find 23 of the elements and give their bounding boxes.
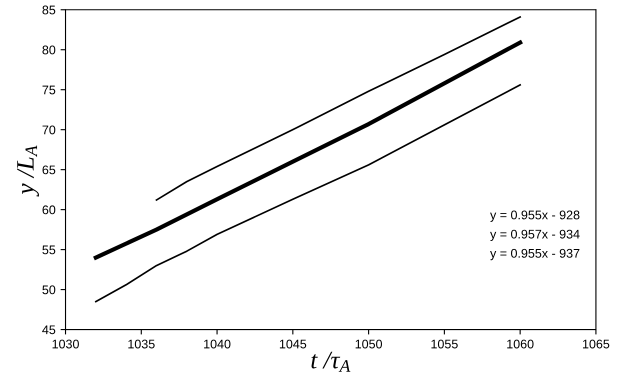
line-series bbox=[156, 16, 521, 201]
y-tick-label: 50 bbox=[42, 285, 56, 294]
y-tick-label: 45 bbox=[42, 325, 56, 334]
x-tick-label: 1035 bbox=[128, 340, 155, 348]
annotation: y = 0.955x - 937 bbox=[490, 248, 580, 260]
y-tick-label: 55 bbox=[42, 246, 56, 254]
x-tick-label: 1045 bbox=[280, 340, 306, 348]
annotation: y = 0.957x - 934 bbox=[490, 230, 580, 242]
x-tick-label: 1055 bbox=[431, 340, 458, 348]
y-tick-label: 60 bbox=[42, 205, 56, 214]
x-axis-title: t /τ$_{A}$ bbox=[311, 352, 350, 372]
y-tick-label: 70 bbox=[42, 125, 56, 134]
y-tick-label: 65 bbox=[42, 165, 56, 174]
x-tick-label: 1040 bbox=[204, 340, 230, 348]
x-tick-label: 1060 bbox=[507, 340, 534, 348]
x-tick-label: 1050 bbox=[356, 340, 382, 348]
y-tick-label: 85 bbox=[42, 6, 56, 14]
x-tick-label: 1065 bbox=[582, 340, 610, 348]
x-tick-label: 1030 bbox=[52, 340, 79, 348]
y-tick-label: 80 bbox=[42, 46, 56, 54]
y-axis-title: y /L$_{A}$ bbox=[17, 145, 39, 197]
y-tick-label: 75 bbox=[42, 86, 56, 94]
annotation: y = 0.955x - 928 bbox=[490, 210, 580, 222]
